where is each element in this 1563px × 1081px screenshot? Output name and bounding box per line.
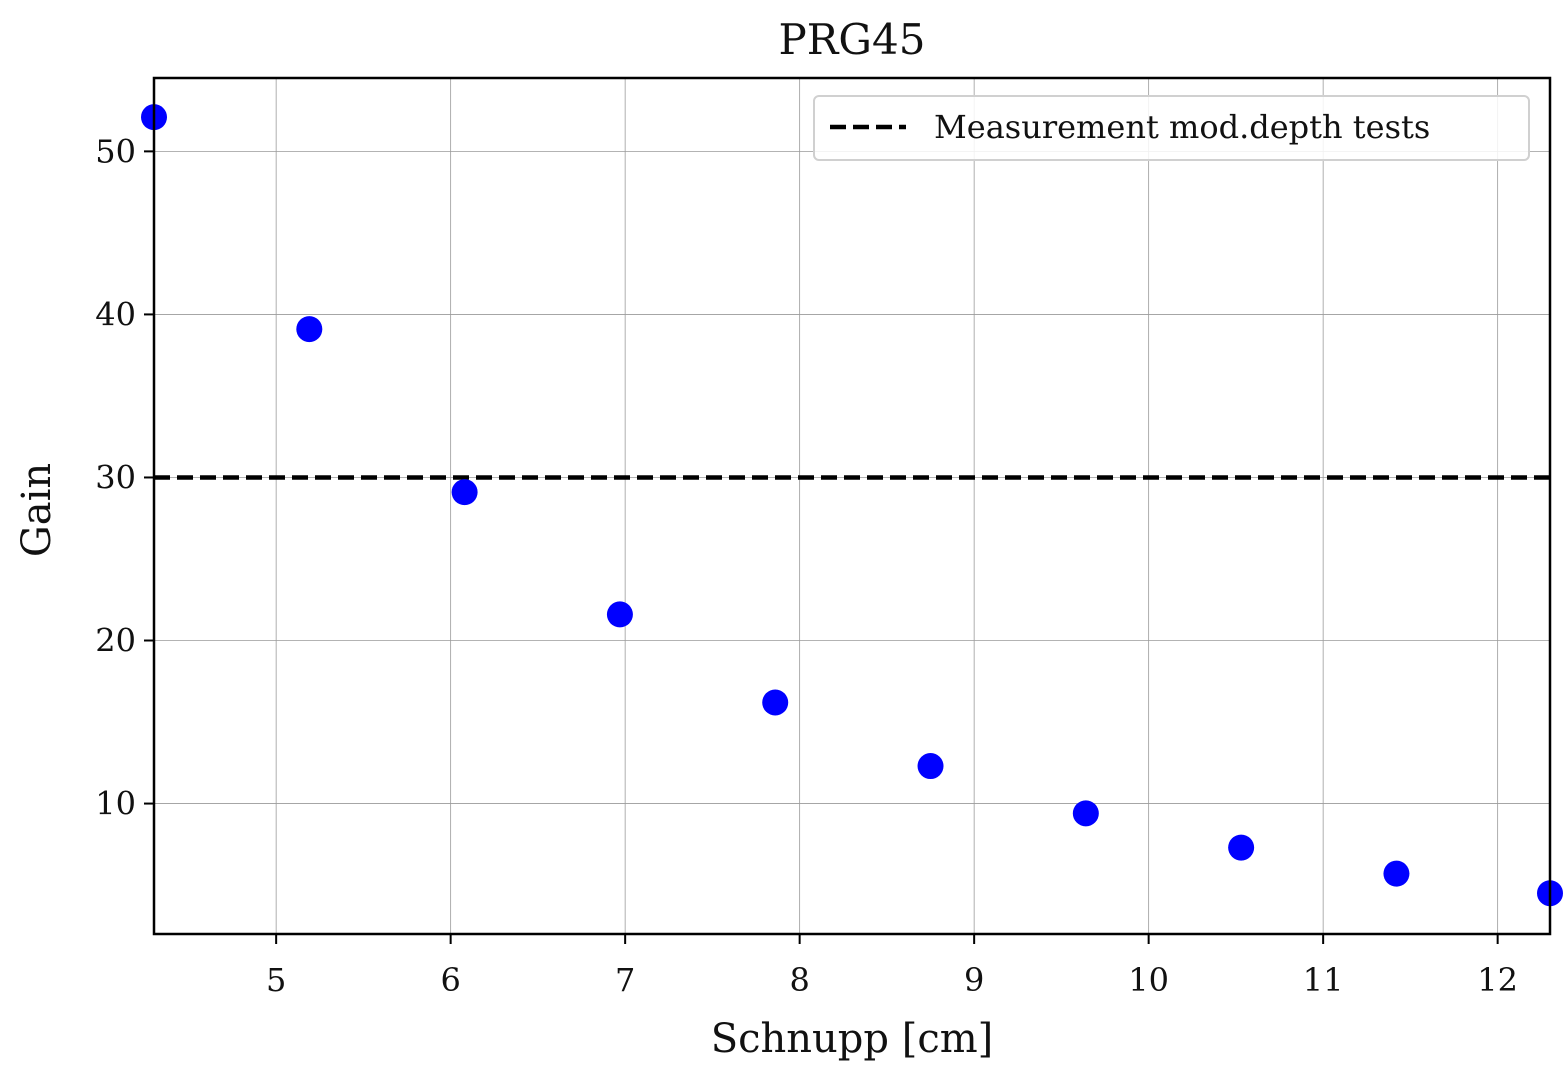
- x-axis-ticks: 5 6 7 8 9 10 11 12: [266, 934, 1518, 999]
- x-tick-label: 12: [1477, 961, 1518, 999]
- x-tick-label: 9: [964, 961, 984, 999]
- chart-title: PRG45: [779, 15, 926, 64]
- y-tick-label: 30: [95, 458, 136, 496]
- x-tick-label: 5: [266, 961, 286, 999]
- data-point: [451, 479, 478, 506]
- data-point: [762, 689, 789, 716]
- x-tick-label: 11: [1303, 961, 1344, 999]
- y-axis-label: Gain: [14, 463, 60, 557]
- x-tick-label: 8: [789, 961, 809, 999]
- legend-box: [813, 95, 1530, 161]
- data-point: [1383, 860, 1410, 887]
- y-tick-label: 10: [95, 785, 136, 823]
- data-point: [1072, 800, 1099, 827]
- x-tick-label: 10: [1128, 961, 1169, 999]
- data-point: [1228, 834, 1255, 861]
- x-tick-label: 7: [615, 961, 635, 999]
- y-tick-label: 40: [95, 295, 136, 333]
- data-markers: [141, 104, 1563, 907]
- plot-area-frame: [152, 76, 1552, 936]
- legend: Measurement mod.depth tests: [813, 95, 1530, 161]
- y-tick-label: 20: [95, 622, 136, 660]
- y-axis-ticks: 10 20 30 40 50: [95, 132, 154, 823]
- x-tick-label: 6: [440, 961, 460, 999]
- data-point: [296, 316, 323, 343]
- x-axis-label: Schnupp [cm]: [711, 1016, 994, 1062]
- legend-entry-label: Measurement mod.depth tests: [934, 108, 1430, 146]
- data-point: [606, 601, 633, 628]
- y-tick-label: 50: [95, 132, 136, 170]
- data-point: [917, 753, 944, 780]
